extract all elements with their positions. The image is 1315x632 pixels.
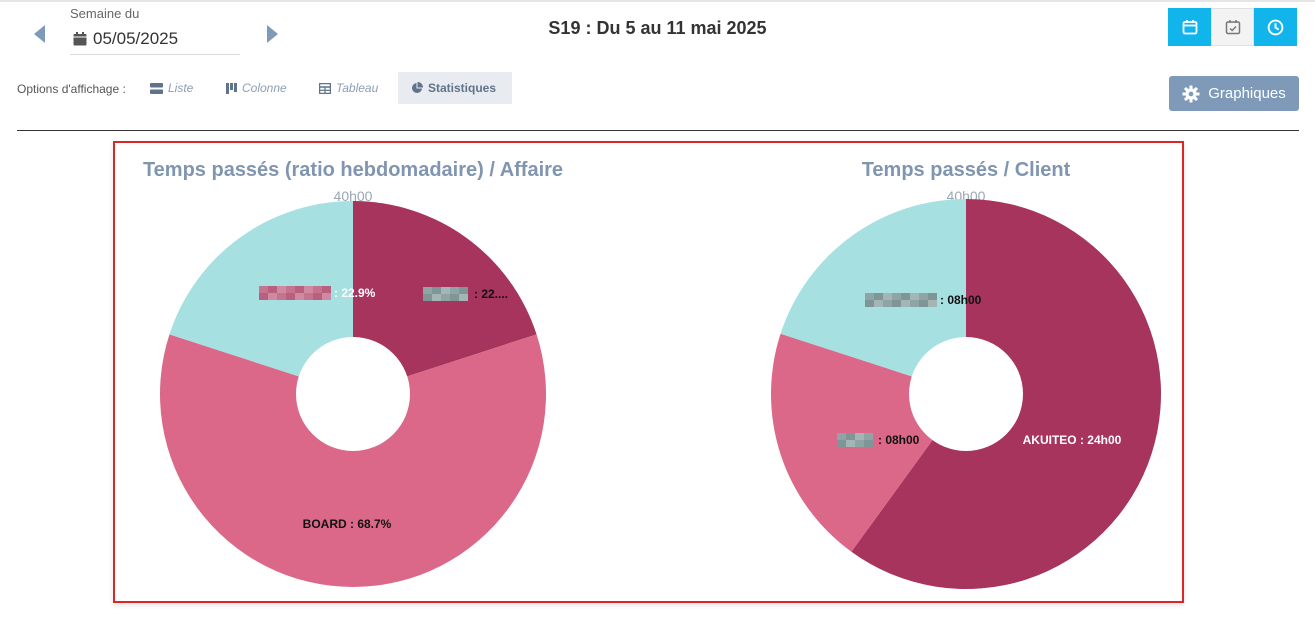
calendar-icon: [73, 32, 87, 46]
list-icon: [150, 82, 163, 94]
slice-label: : 22.9%: [334, 286, 376, 300]
redacted-name: [837, 433, 873, 447]
gear-icon: [1182, 84, 1200, 103]
pie-chart-1: Temps passés (ratio hebdomadaire) / Affa…: [143, 159, 563, 587]
slice-label: : 08h00: [878, 433, 920, 447]
slice-label: : 08h00: [940, 293, 982, 307]
columns-icon: [226, 82, 237, 94]
option-liste[interactable]: Liste: [150, 72, 193, 104]
slice-label: AKUITEO : 24h00: [1023, 433, 1122, 447]
display-options-label: Options d'affichage :: [17, 82, 126, 96]
time-view-button[interactable]: [1254, 8, 1297, 46]
option-colonne-label: Colonne: [242, 81, 287, 95]
week-date-value: 05/05/2025: [93, 29, 179, 48]
previous-week-button[interactable]: [31, 23, 49, 45]
graphiques-button[interactable]: Graphiques: [1169, 76, 1299, 111]
redacted-name: [865, 293, 937, 307]
clock-icon: [1267, 19, 1284, 35]
statistics-panel: Temps passés (ratio hebdomadaire) / Affa…: [113, 141, 1184, 603]
pie-chart-icon: [412, 82, 423, 93]
slice-label: BOARD : 68.7%: [303, 517, 392, 531]
redacted-name: [423, 287, 468, 301]
option-statistiques-label: Statistiques: [428, 81, 497, 95]
chart-total-label: 40h00: [334, 188, 373, 204]
month-view-button[interactable]: [1168, 8, 1211, 46]
week-view-button[interactable]: [1211, 8, 1254, 46]
week-title: S19 : Du 5 au 11 mai 2025: [548, 18, 767, 38]
top-border: [0, 0, 1315, 2]
option-tableau-label: Tableau: [336, 81, 379, 95]
slice-label: : 22....: [474, 287, 508, 301]
calendar-icon: [1182, 20, 1197, 35]
week-label: Semaine du: [70, 6, 140, 21]
calendar-check-icon: [1225, 20, 1240, 35]
caret-right-icon: [267, 25, 278, 43]
option-colonne[interactable]: Colonne: [226, 72, 287, 104]
pie-slice[interactable]: [159, 334, 546, 587]
caret-left-icon: [34, 25, 45, 43]
chart-title: Temps passés (ratio hebdomadaire) / Affa…: [143, 159, 563, 181]
donut-hole: [909, 337, 1023, 451]
option-statistiques[interactable]: Statistiques: [398, 72, 512, 104]
view-mode-group: [1168, 8, 1297, 46]
table-icon: [319, 82, 331, 94]
option-tableau[interactable]: Tableau: [319, 72, 378, 104]
week-date-input[interactable]: 05/05/2025: [70, 24, 240, 55]
chart-title: Temps passés / Client: [862, 159, 1071, 181]
option-liste-label: Liste: [168, 81, 194, 95]
redacted-name: [259, 286, 331, 300]
statistics-charts: Temps passés (ratio hebdomadaire) / Affa…: [143, 159, 1162, 589]
divider: [17, 130, 1299, 131]
graphiques-button-label: Graphiques: [1208, 85, 1286, 102]
next-week-button[interactable]: [263, 23, 281, 45]
donut-hole: [296, 337, 410, 451]
